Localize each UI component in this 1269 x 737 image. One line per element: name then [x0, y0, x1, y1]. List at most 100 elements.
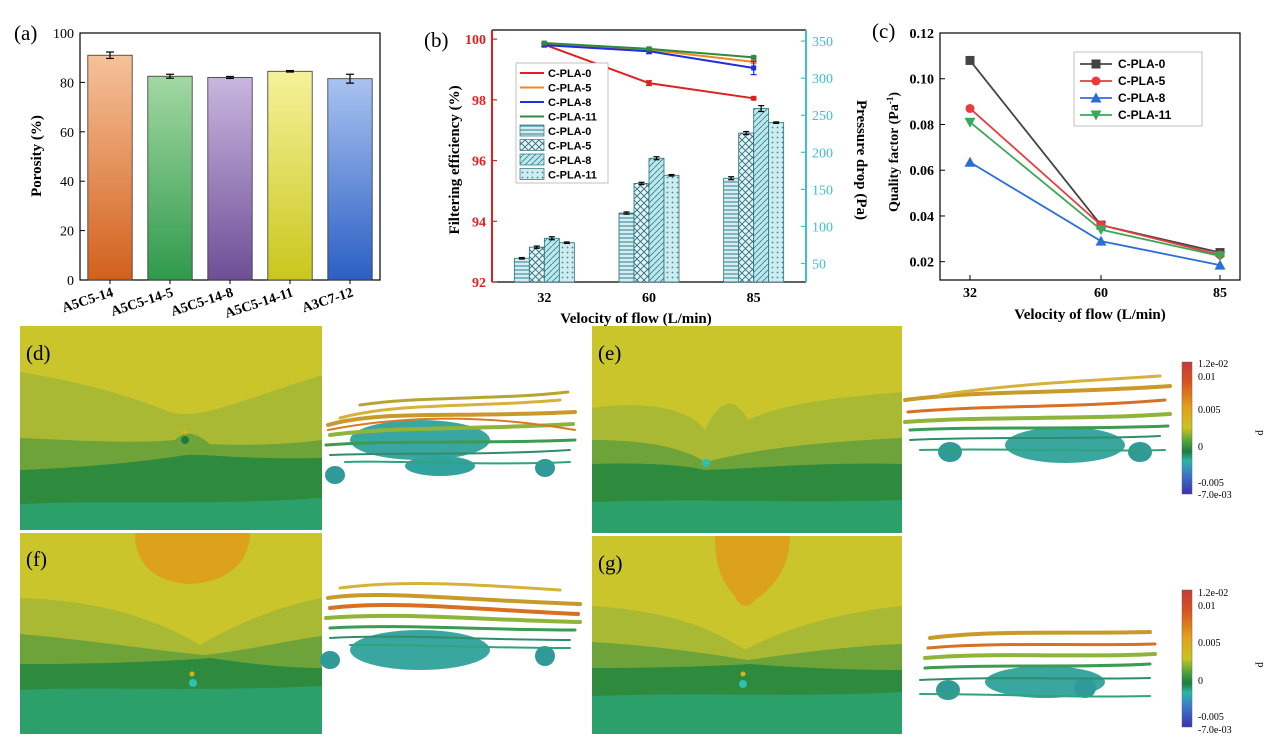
chart-c-ytick-label-4: 0.10 — [910, 73, 935, 88]
chart-a-bar-3 — [267, 70, 313, 281]
chart-c-legend-marker-1 — [1091, 76, 1101, 86]
chart-b-legend-line-label-3: C-PLA-11 — [548, 112, 597, 124]
chart-a: 020406080100A5C5-14A5C5-14-5A5C5-14-8A5C… — [53, 27, 381, 322]
fiber-render-f — [320, 582, 582, 670]
chart-b-ytick-right-label-3: 200 — [812, 146, 833, 161]
chart-c-legend-marker-2 — [1090, 92, 1102, 103]
colorbar-bottom-tick-1: 0.01 — [1198, 601, 1216, 612]
fiber-render-e — [903, 374, 1172, 463]
chart-a-ytick-label-1: 20 — [60, 225, 74, 240]
chart-b-legend-swatch-2 — [519, 153, 545, 166]
colorbar-bottom-tick-2: 0.005 — [1198, 638, 1221, 649]
chart-c-ytick-label-5: 0.12 — [910, 27, 935, 42]
chart-b-xlabel: Velocity of flow (L/min) — [560, 311, 712, 327]
chart-b-ytick-left-label-0: 92 — [472, 276, 486, 291]
chart-c-ytick-label-3: 0.08 — [910, 118, 935, 133]
chart-b-bar-3-0 — [558, 242, 575, 283]
chart-c-ytick-label-2: 0.06 — [910, 164, 935, 179]
chart-c-legend-label-0: C-PLA-0 — [1118, 57, 1166, 71]
colorbar-bottom-tick-5: -7.0e-03 — [1198, 725, 1232, 736]
chart-a-ytick-label-0: 0 — [67, 274, 74, 289]
chart-b-legend-line-label-1: C-PLA-5 — [548, 83, 591, 95]
chart-c-point-3-2 — [1214, 251, 1226, 262]
chart-b-ytick-right-label-4: 250 — [812, 109, 833, 124]
chart-b-ytick-left-label-2: 96 — [472, 155, 486, 170]
fiber-render-g — [919, 630, 1157, 700]
chart-b-bar-1-0 — [528, 246, 545, 283]
chart-c-point-3-1 — [1095, 225, 1107, 236]
colorbar-top: 1.2e-02 0.01 0.005 0 -0.005 -7.0e-03 p — [1181, 359, 1267, 501]
chart-b-xtick-label-2: 85 — [747, 291, 761, 306]
chart-b-ytick-left-label-3: 98 — [472, 94, 486, 109]
chart-a-ytick-label-3: 60 — [60, 126, 74, 141]
chart-b-legend-swatch-3 — [519, 168, 545, 180]
chart-b-bar-0-2 — [723, 177, 740, 283]
chart-c-ylabel-end: ) — [887, 92, 902, 97]
chart-c-line-2 — [969, 161, 1221, 267]
chart-b-ytick-right-label-6: 350 — [812, 35, 833, 50]
chart-b-ytick-right-label-0: 50 — [812, 257, 826, 272]
chart-a-ylabel: Porosity (%) — [29, 115, 45, 197]
chart-c-point-3-0 — [964, 117, 976, 128]
panel-label-b: (b) — [424, 28, 449, 52]
panel-label-e: (e) — [598, 341, 621, 365]
chart-c-xtick-label-1: 60 — [1094, 286, 1108, 301]
chart-c-ytick-label-1: 0.04 — [910, 210, 935, 225]
chart-b-legend-bar-label-3: C-PLA-11 — [548, 170, 597, 182]
chart-a-ytick-label-2: 40 — [60, 175, 74, 190]
colorbar-top-title: p — [1255, 430, 1267, 436]
chart-c-ylabel-sup: -1 — [885, 96, 895, 104]
chart-b-ytick-left-label-1: 94 — [472, 215, 486, 230]
sim-panel-d: (d) — [20, 326, 577, 530]
colorbar-bottom-tick-0: 1.2e-02 — [1198, 588, 1228, 599]
chart-c-ylabel: Quality factor (Pa-1) — [885, 92, 902, 212]
chart-a-xtick-label-4: A3C7-12 — [300, 286, 355, 317]
chart-b-bar-3-2 — [768, 122, 785, 283]
colorbar-bottom-tick-3: 0 — [1198, 676, 1203, 687]
chart-c-xtick-label-0: 32 — [963, 286, 977, 301]
chart-a-xtick-label-3: A5C5-14-11 — [223, 286, 295, 322]
chart-a-bar-0 — [87, 54, 133, 281]
colorbar-top-tick-0: 1.2e-02 — [1198, 359, 1228, 370]
chart-a-ytick-label-4: 80 — [60, 76, 74, 91]
chart-c-legend-label-2: C-PLA-8 — [1118, 91, 1166, 105]
contour-slice-f — [20, 533, 322, 734]
sim-panel-g: (g) — [592, 536, 1157, 734]
chart-b-bar-1-2 — [738, 132, 755, 283]
chart-c-ytick-label-0: 0.02 — [910, 256, 935, 271]
chart-b-ytick-right-label-5: 300 — [812, 72, 833, 87]
panel-label-f: (f) — [26, 547, 47, 571]
chart-b: 92 94 96 98 100 50 100 150 200 250 300 350 32 60 85 C-P… — [465, 29, 833, 306]
chart-c-point-2-1 — [1095, 235, 1107, 246]
chart-a-bar-1 — [147, 75, 193, 281]
colorbar-bottom: 1.2e-02 0.01 0.005 0 -0.005 -7.0e-03 p — [1181, 588, 1267, 736]
chart-c: 0.02 0.04 0.06 0.08 0.10 0.12 32 60 85 C-PLA-0 C-P… — [910, 27, 1241, 301]
chart-a-ytick-label-5: 100 — [53, 27, 74, 42]
chart-b-legend-swatch-0 — [519, 124, 545, 137]
chart-b-ylabel-right: Pressure drop (Pa) — [853, 100, 869, 220]
chart-b-ylabel-left: Filtering efficiency (%) — [447, 85, 463, 234]
contour-slice-e — [592, 326, 902, 533]
chart-b-legend-bar-label-2: C-PLA-8 — [548, 155, 591, 167]
chart-b-bar-3-1 — [663, 174, 680, 283]
chart-c-ylabel-main: Quality factor (Pa — [887, 104, 902, 212]
chart-c-legend-label-1: C-PLA-5 — [1118, 74, 1166, 88]
colorbar-top-tick-5: -7.0e-03 — [1198, 490, 1232, 501]
chart-b-bar-2-1 — [648, 157, 665, 283]
chart-b-ytick-left-label-4: 100 — [465, 33, 486, 48]
colorbar-top-tick-4: -0.005 — [1198, 478, 1224, 489]
chart-c-frame — [939, 32, 1241, 281]
chart-a-xtick-label-0: A5C5-14 — [60, 286, 115, 317]
chart-c-point-0-0 — [965, 55, 975, 65]
chart-b-xtick-label-1: 60 — [642, 291, 656, 306]
chart-a-bar-2 — [207, 77, 253, 281]
chart-b-ytick-right-label-1: 100 — [812, 220, 833, 235]
chart-c-legend-label-3: C-PLA-11 — [1118, 108, 1172, 122]
chart-b-legend-line-label-0: C-PLA-0 — [548, 68, 591, 80]
colorbar-top-tick-3: 0 — [1198, 442, 1203, 453]
chart-b-legend-line-label-2: C-PLA-8 — [548, 97, 591, 109]
contour-slice-g — [592, 536, 902, 734]
panel-label-d: (d) — [26, 341, 51, 365]
colorbar-top-tick-1: 0.01 — [1198, 372, 1216, 383]
